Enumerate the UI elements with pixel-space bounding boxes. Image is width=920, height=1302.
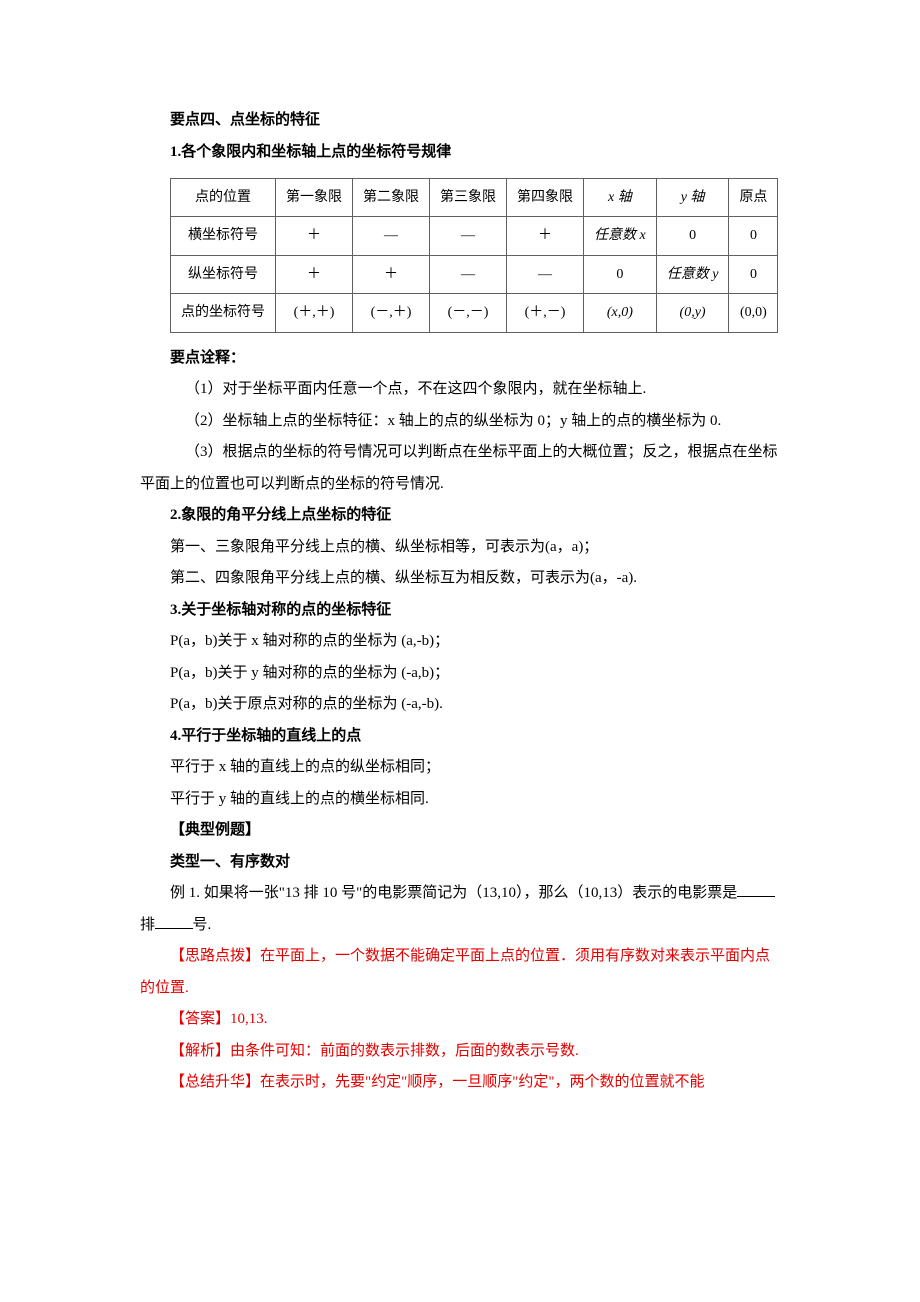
problem-prefix: 例 1. 如果将一张"13 排 10 号"的电影票简记为（13,10），那么（1… — [170, 885, 737, 901]
table-row: 点的坐标符号 (＋,＋) (－,＋) (－,－) (＋,－) (x,0) (0,… — [171, 294, 778, 332]
analysis-text: 由条件可知：前面的数表示排数，后面的数表示号数. — [230, 1043, 579, 1059]
table-row: 纵坐标符号 ＋ ＋ — — 0 任意数 y 0 — [171, 255, 778, 293]
problem-mid1: 排 — [140, 917, 155, 933]
row-ysign-label: 纵坐标符号 — [171, 255, 276, 293]
cell: — — [507, 255, 584, 293]
coord-sign-table: 点的位置 第一象限 第二象限 第三象限 第四象限 x 轴 y 轴 原点 横坐标符… — [170, 178, 778, 333]
cell: (＋,－) — [507, 294, 584, 332]
table-row: 横坐标符号 ＋ — — ＋ 任意数 x 0 0 — [171, 217, 778, 255]
th-q2: 第二象限 — [353, 179, 430, 217]
summary-label: 【总结升华】 — [170, 1074, 260, 1090]
sub1-title: 1.各个象限内和坐标轴上点的坐标符号规律 — [140, 137, 780, 169]
cell: 0 — [584, 255, 657, 293]
cell: — — [430, 255, 507, 293]
cell: 0 — [656, 217, 729, 255]
blank-seat — [155, 914, 193, 929]
th-q4: 第四象限 — [507, 179, 584, 217]
cell: — — [353, 217, 430, 255]
th-yaxis: y 轴 — [656, 179, 729, 217]
problem-mid2: 号. — [193, 917, 212, 933]
sub2-line-1: 第一、三象限角平分线上点的横、纵坐标相等，可表示为(a，a)； — [140, 532, 780, 564]
answer-label: 【答案】 — [170, 1011, 230, 1027]
note-3: （3）根据点的坐标的符号情况可以判断点在坐标平面上的大概位置；反之，根据点在坐标… — [140, 437, 780, 500]
sub3-line-3: P(a，b)关于原点对称的点的坐标为 (-a,-b). — [140, 689, 780, 721]
note-2: （2）坐标轴上点的坐标特征：x 轴上的点的纵坐标为 0；y 轴上的点的横坐标为 … — [140, 406, 780, 438]
cell: (－,－) — [430, 294, 507, 332]
row-both-label: 点的坐标符号 — [171, 294, 276, 332]
sub4-line-2: 平行于 y 轴的直线上的点的横坐标相同. — [140, 784, 780, 816]
blank-row — [737, 882, 775, 897]
cell: ＋ — [276, 217, 353, 255]
analysis-line: 【解析】由条件可知：前面的数表示排数，后面的数表示号数. — [140, 1036, 780, 1068]
cell: ＋ — [507, 217, 584, 255]
cell: 任意数 y — [656, 255, 729, 293]
sub3-line-2: P(a，b)关于 y 轴对称的点的坐标为 (-a,b)； — [140, 658, 780, 690]
sub3-title: 3.关于坐标轴对称的点的坐标特征 — [140, 595, 780, 627]
cell: (＋,＋) — [276, 294, 353, 332]
cell: ＋ — [276, 255, 353, 293]
answer-line: 【答案】10,13. — [140, 1004, 780, 1036]
type1-title: 类型一、有序数对 — [140, 847, 780, 879]
th-q3: 第三象限 — [430, 179, 507, 217]
sub2-title: 2.象限的角平分线上点坐标的特征 — [140, 500, 780, 532]
section4-title: 要点四、点坐标的特征 — [140, 105, 780, 137]
th-xaxis: x 轴 — [584, 179, 657, 217]
cell: (x,0) — [584, 294, 657, 332]
example-1-problem: 例 1. 如果将一张"13 排 10 号"的电影票简记为（13,10），那么（1… — [140, 878, 780, 941]
summary-line: 【总结升华】在表示时，先要"约定"顺序，一旦顺序"约定"，两个数的位置就不能 — [140, 1067, 780, 1099]
cell: ＋ — [353, 255, 430, 293]
note-1: （1）对于坐标平面内任意一个点，不在这四个象限内，就在坐标轴上. — [140, 374, 780, 406]
cell: 任意数 x — [584, 217, 657, 255]
th-position: 点的位置 — [171, 179, 276, 217]
hint-label: 【思路点拨】 — [170, 948, 260, 964]
annotation-label: 要点诠释： — [140, 343, 780, 375]
cell: (0,y) — [656, 294, 729, 332]
sub4-title: 4.平行于坐标轴的直线上的点 — [140, 721, 780, 753]
examples-title: 【典型例题】 — [140, 815, 780, 847]
cell: 0 — [729, 255, 778, 293]
hint-line: 【思路点拨】在平面上，一个数据不能确定平面上点的位置．须用有序数对来表示平面内点… — [140, 941, 780, 1004]
analysis-label: 【解析】 — [170, 1043, 230, 1059]
sub4-line-1: 平行于 x 轴的直线上的点的纵坐标相同； — [140, 752, 780, 784]
th-origin: 原点 — [729, 179, 778, 217]
answer-text: 10,13. — [230, 1011, 268, 1027]
sub3-line-1: P(a，b)关于 x 轴对称的点的坐标为 (a,-b)； — [140, 626, 780, 658]
cell: 0 — [729, 217, 778, 255]
sub2-line-2: 第二、四象限角平分线上点的横、纵坐标互为相反数，可表示为(a，-a). — [140, 563, 780, 595]
th-q1: 第一象限 — [276, 179, 353, 217]
row-xsign-label: 横坐标符号 — [171, 217, 276, 255]
cell: (0,0) — [729, 294, 778, 332]
summary-text: 在表示时，先要"约定"顺序，一旦顺序"约定"，两个数的位置就不能 — [260, 1074, 705, 1090]
table-header-row: 点的位置 第一象限 第二象限 第三象限 第四象限 x 轴 y 轴 原点 — [171, 179, 778, 217]
cell: (－,＋) — [353, 294, 430, 332]
cell: — — [430, 217, 507, 255]
